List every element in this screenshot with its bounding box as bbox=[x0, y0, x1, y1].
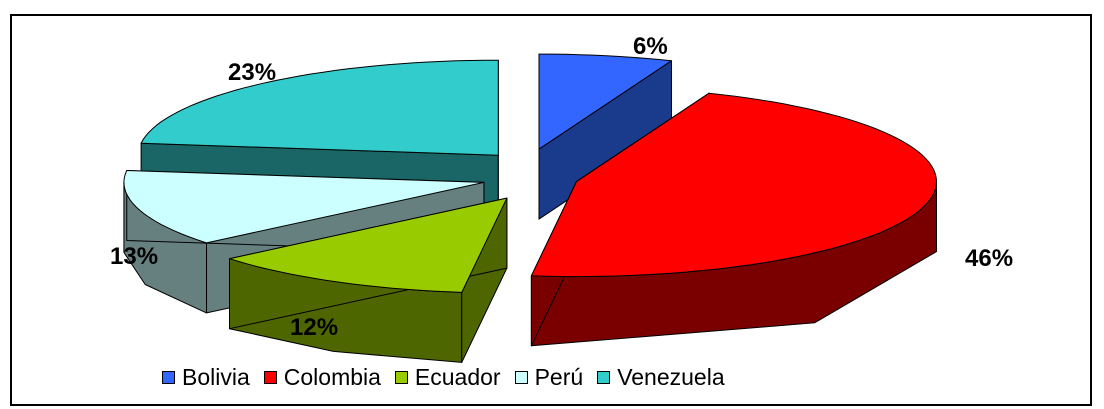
label-ecuador: 12% bbox=[290, 314, 338, 341]
legend-item-ecuador: Ecuador bbox=[394, 364, 501, 391]
legend-swatch-peru bbox=[514, 371, 528, 384]
legend-swatch-ecuador bbox=[394, 371, 408, 384]
legend-label-bolivia: Bolivia bbox=[182, 364, 250, 390]
legend-label-peru: Perú bbox=[534, 364, 584, 390]
pie-slice-venezuela bbox=[140, 59, 499, 156]
legend-swatch-colombia bbox=[263, 371, 277, 384]
pie-slice-colombia bbox=[530, 92, 937, 278]
legend-label-colombia: Colombia bbox=[283, 364, 381, 390]
label-colombia: 46% bbox=[965, 245, 1013, 272]
legend: Bolivia Colombia Ecuador Perú Venezuela bbox=[162, 364, 739, 391]
pie-slice-bolivia bbox=[538, 53, 672, 150]
legend-swatch-venezuela bbox=[597, 371, 611, 384]
pie-slices bbox=[123, 53, 937, 363]
label-peru: 13% bbox=[110, 243, 158, 270]
legend-item-colombia: Colombia bbox=[263, 364, 381, 391]
pie-slice-ecuador bbox=[229, 197, 508, 293]
legend-item-venezuela: Venezuela bbox=[597, 364, 725, 391]
legend-label-venezuela: Venezuela bbox=[617, 364, 725, 390]
legend-label-ecuador: Ecuador bbox=[414, 364, 501, 390]
pie-slice-peru bbox=[123, 170, 485, 244]
legend-item-peru: Perú bbox=[514, 364, 584, 391]
legend-item-bolivia: Bolivia bbox=[162, 364, 250, 391]
legend-swatch-bolivia bbox=[162, 371, 175, 384]
label-venezuela: 23% bbox=[228, 59, 276, 86]
label-bolivia: 6% bbox=[633, 33, 668, 60]
